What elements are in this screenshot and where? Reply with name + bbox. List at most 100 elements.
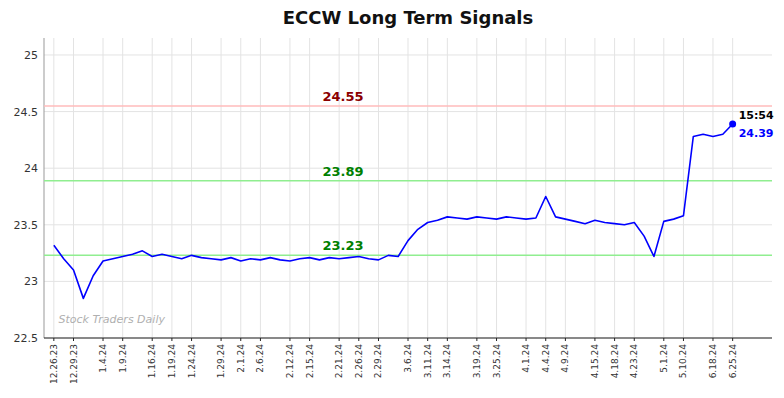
title: ECCW Long Term Signals [283, 7, 534, 28]
x-tick-label: 1.4.24 [98, 344, 108, 373]
x-tick-label: 2.6.24 [255, 344, 265, 373]
x-tick [526, 338, 527, 341]
x-tick [496, 338, 497, 341]
x-tick-label: 12.26.23 [49, 344, 59, 384]
y-tick-label: 25 [24, 49, 38, 62]
hline [44, 105, 772, 107]
grid-line [545, 38, 546, 338]
x-tick [634, 338, 635, 341]
last-label: 24.39 [739, 127, 774, 140]
grid-line [732, 38, 733, 338]
annotation-layer: 24.5523.8923.23Stock Traders Daily15:542… [59, 89, 774, 326]
x-tick-label: 2.21.24 [334, 344, 344, 379]
grid-line [240, 38, 241, 338]
x-tick [614, 338, 615, 341]
grid-line [191, 38, 192, 338]
y-tick-label: 23.5 [14, 219, 39, 232]
x-tick-label: 1.19.24 [167, 344, 177, 379]
hline-label: 24.55 [323, 89, 364, 104]
grid-line [408, 38, 409, 338]
last-point [729, 121, 736, 128]
y-tick-label: 22.5 [14, 332, 39, 345]
y-axis-line [44, 38, 45, 338]
grid-line [358, 38, 359, 338]
x-tick [240, 338, 241, 341]
grid-line [526, 38, 527, 338]
x-tick [663, 338, 664, 341]
x-tick [565, 338, 566, 341]
x-tick [221, 338, 222, 341]
x-tick-label: 4.1.24 [521, 344, 531, 373]
x-tick [683, 338, 684, 341]
x-tick [358, 338, 359, 341]
x-tick-label: 2.12.24 [285, 344, 295, 379]
chart: 22.52323.52424.52524.5523.8923.23Stock T… [0, 0, 784, 398]
price-line [54, 124, 733, 298]
grid-line [427, 38, 428, 338]
x-tick [408, 338, 409, 341]
grid-line [683, 38, 684, 338]
x-tick [260, 338, 261, 341]
x-tick [447, 338, 448, 341]
grid [44, 38, 772, 338]
x-tick-label: 4.4.24 [541, 344, 551, 373]
x-tick [732, 338, 733, 341]
grid-line [496, 38, 497, 338]
grid-line [122, 38, 123, 338]
x-tick [191, 338, 192, 341]
x-tick [309, 338, 310, 341]
x-tick [171, 338, 172, 341]
grid-line [476, 38, 477, 338]
plot-area [44, 106, 772, 298]
y-tick-label: 24.5 [14, 106, 39, 119]
x-tick [152, 338, 153, 341]
x-tick-label: 5.10.24 [678, 344, 688, 379]
x-tick-label: 4.15.24 [590, 344, 600, 379]
grid-line [53, 38, 54, 338]
x-tick-label: 2.26.24 [354, 344, 364, 379]
grid-line [103, 38, 104, 338]
x-tick [122, 338, 123, 341]
x-tick-label: 1.29.24 [216, 344, 226, 379]
x-tick-label: 1.9.24 [118, 344, 128, 373]
x-tick [289, 338, 290, 341]
x-tick-label: 2.15.24 [305, 344, 315, 379]
grid-line [339, 38, 340, 338]
x-tick-label: 3.14.24 [442, 344, 452, 379]
x-tick [339, 338, 340, 341]
x-tick [378, 338, 379, 341]
grid-line [260, 38, 261, 338]
grid-line [594, 38, 595, 338]
x-tick [73, 338, 74, 341]
watermark: Stock Traders Daily [59, 313, 166, 326]
x-tick-label: 4.23.24 [629, 344, 639, 379]
x-tick-label: 1.24.24 [187, 344, 197, 379]
grid-line [634, 38, 635, 338]
x-tick [476, 338, 477, 341]
grid-line [378, 38, 379, 338]
grid-line [309, 38, 310, 338]
x-tick-label: 3.11.24 [423, 344, 433, 379]
x-tick [594, 338, 595, 341]
x-tick [427, 338, 428, 341]
x-tick-label: 2.1.24 [236, 344, 246, 373]
x-tick-label: 6.25.24 [728, 344, 738, 379]
x-tick-label: 2.29.24 [373, 344, 383, 379]
grid-line [171, 38, 172, 338]
x-tick-label: 3.19.24 [472, 344, 482, 379]
y-tick-label: 23 [24, 275, 38, 288]
grid-line [663, 38, 664, 338]
hline-label: 23.23 [323, 238, 364, 253]
x-tick-label: 4.18.24 [610, 344, 620, 379]
last-label: 15:54 [739, 109, 774, 122]
grid-line [447, 38, 448, 338]
x-tick [712, 338, 713, 341]
grid-line [221, 38, 222, 338]
grid-line [614, 38, 615, 338]
hline [44, 180, 772, 182]
x-tick [53, 338, 54, 341]
x-tick-label: 3.25.24 [492, 344, 502, 379]
x-tick-label: 4.9.24 [560, 344, 570, 373]
x-tick-label: 6.18.24 [708, 344, 718, 379]
x-tick [103, 338, 104, 341]
